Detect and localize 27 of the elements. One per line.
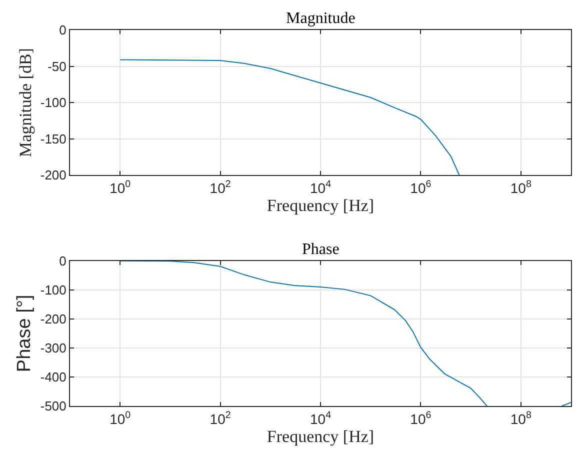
y-tick-label: -300 bbox=[40, 340, 66, 356]
x-tick-label: 10$^{8}$ bbox=[510, 410, 532, 427]
y-tick-label: -100 bbox=[40, 95, 66, 110]
chart-title: Phase bbox=[302, 241, 340, 258]
y-tick-label: -200 bbox=[40, 311, 66, 326]
y-tick-label: -50 bbox=[48, 58, 66, 74]
x-tick-label: 10$^{2}$ bbox=[210, 179, 231, 196]
x-tick-label: 10$^{4}$ bbox=[310, 410, 332, 427]
x-tick-label: 10$^{8}$ bbox=[510, 179, 532, 196]
y-tick-label: -500 bbox=[40, 398, 66, 414]
x-tick-label: 10$^{0}$ bbox=[110, 410, 132, 427]
y-tick-label: 0 bbox=[59, 22, 66, 38]
x-tick-label: 10$^{6}$ bbox=[410, 179, 432, 196]
x-axis-title: Frequency [Hz] bbox=[266, 196, 374, 215]
x-axis-title: Frequency [Hz] bbox=[266, 426, 374, 446]
y-tick-label: -200 bbox=[40, 168, 66, 183]
y-axis-title: Phase [°] bbox=[14, 294, 36, 372]
x-tick-label: 10$^{0}$ bbox=[110, 179, 132, 196]
y-tick-label: -100 bbox=[40, 282, 66, 298]
chart-title: Magnitude bbox=[286, 10, 356, 27]
x-tick-label: 10$^{4}$ bbox=[310, 179, 332, 196]
y-axis-title: Magnitude [dB] bbox=[16, 48, 35, 158]
y-tick-label: 0 bbox=[59, 253, 66, 268]
y-tick-label: -150 bbox=[40, 131, 66, 146]
x-tick-label: 10$^{6}$ bbox=[410, 410, 432, 427]
y-tick-label: -400 bbox=[40, 370, 66, 385]
x-tick-label: 10$^{2}$ bbox=[210, 410, 231, 427]
